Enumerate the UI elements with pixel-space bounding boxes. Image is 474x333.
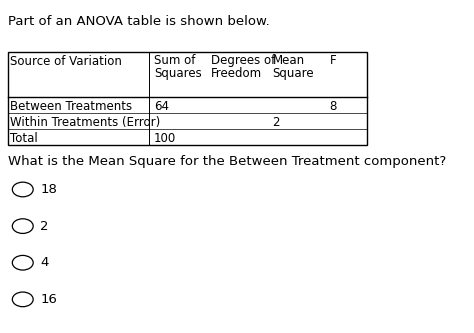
Text: 64: 64 xyxy=(154,100,169,113)
Circle shape xyxy=(12,219,33,233)
Circle shape xyxy=(12,292,33,307)
Text: Square: Square xyxy=(273,67,314,80)
Text: Between Treatments: Between Treatments xyxy=(10,100,133,113)
Text: Part of an ANOVA table is shown below.: Part of an ANOVA table is shown below. xyxy=(8,15,270,28)
Text: F: F xyxy=(329,54,336,67)
Text: 2: 2 xyxy=(40,219,49,233)
Text: 8: 8 xyxy=(329,100,337,113)
Text: 16: 16 xyxy=(40,293,57,306)
Text: 2: 2 xyxy=(273,116,280,129)
Text: Mean: Mean xyxy=(273,54,305,67)
Text: Squares: Squares xyxy=(154,67,202,80)
Text: 4: 4 xyxy=(40,256,49,269)
Text: Degrees of: Degrees of xyxy=(211,54,275,67)
Text: 18: 18 xyxy=(40,183,57,196)
Circle shape xyxy=(12,182,33,197)
Text: What is the Mean Square for the Between Treatment component?: What is the Mean Square for the Between … xyxy=(8,155,447,168)
Text: 100: 100 xyxy=(154,132,176,145)
Text: Freedom: Freedom xyxy=(211,67,262,80)
Text: Total: Total xyxy=(10,132,38,145)
Circle shape xyxy=(12,255,33,270)
Text: Sum of: Sum of xyxy=(154,54,195,67)
Text: Source of Variation: Source of Variation xyxy=(10,55,122,68)
Bar xyxy=(8,52,367,145)
Text: Within Treatments (Error): Within Treatments (Error) xyxy=(10,116,161,129)
